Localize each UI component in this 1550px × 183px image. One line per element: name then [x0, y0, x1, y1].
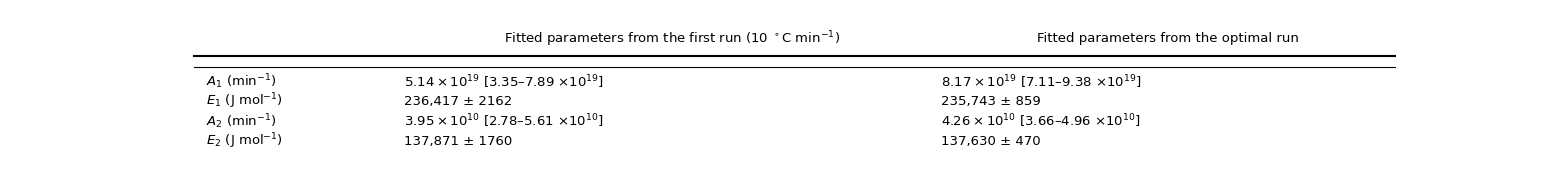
Text: Fitted parameters from the optimal run: Fitted parameters from the optimal run	[1037, 32, 1299, 45]
Text: $A_1$ (min$^{-1}$): $A_1$ (min$^{-1}$)	[206, 72, 276, 91]
Text: 236,417 ± 2162: 236,417 ± 2162	[405, 95, 512, 108]
Text: $8.17 \times 10^{19}$ [7.11–9.38 $\times 10^{19}$]: $8.17 \times 10^{19}$ [7.11–9.38 $\times…	[941, 73, 1141, 91]
Text: $4.26 \times 10^{10}$ [3.66–4.96 $\times 10^{10}$]: $4.26 \times 10^{10}$ [3.66–4.96 $\times…	[941, 113, 1141, 130]
Text: 235,743 ± 859: 235,743 ± 859	[941, 95, 1040, 108]
Text: 137,630 ± 470: 137,630 ± 470	[941, 135, 1040, 147]
Text: $E_1$ (J mol$^{-1}$): $E_1$ (J mol$^{-1}$)	[206, 92, 282, 111]
Text: Fitted parameters from the first run (10 $^\circ$C min$^{-1}$): Fitted parameters from the first run (10…	[504, 29, 840, 49]
Text: $3.95 \times 10^{10}$ [2.78–5.61 $\times 10^{10}$]: $3.95 \times 10^{10}$ [2.78–5.61 $\times…	[405, 113, 603, 130]
Text: $5.14 \times 10^{19}$ [3.35–7.89 $\times 10^{19}$]: $5.14 \times 10^{19}$ [3.35–7.89 $\times…	[405, 73, 604, 91]
Text: $E_2$ (J mol$^{-1}$): $E_2$ (J mol$^{-1}$)	[206, 131, 282, 151]
Text: 137,871 ± 1760: 137,871 ± 1760	[405, 135, 512, 147]
Text: $A_2$ (min$^{-1}$): $A_2$ (min$^{-1}$)	[206, 112, 276, 131]
